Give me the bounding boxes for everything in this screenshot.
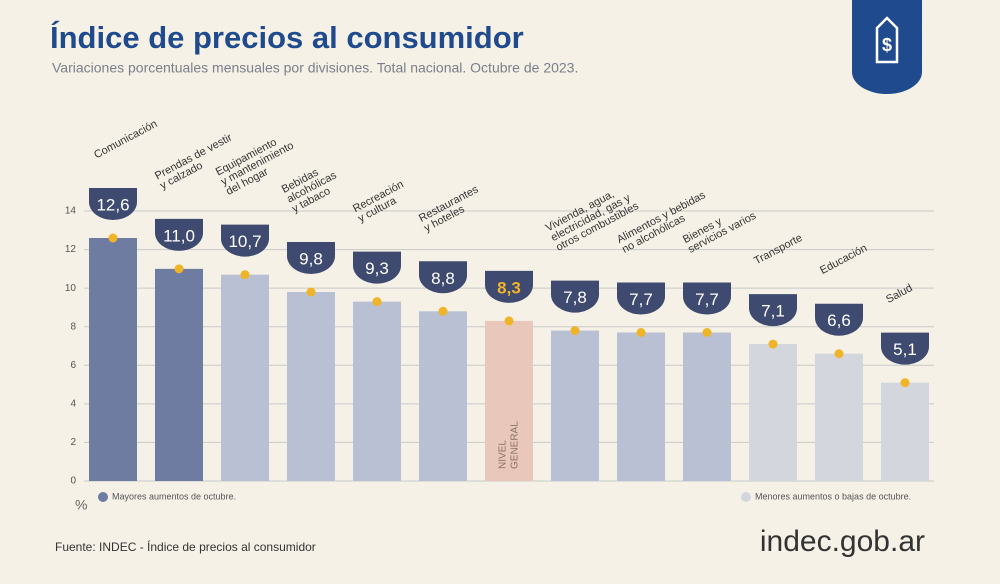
value-badge <box>89 188 137 220</box>
bar <box>683 332 731 481</box>
category-line: NIVEL <box>498 440 509 469</box>
value-label: 7,7 <box>629 290 653 309</box>
legend-label: Mayores aumentos de octubre. <box>112 491 236 501</box>
value-label: 7,1 <box>761 302 785 321</box>
value-dot <box>636 328 646 337</box>
bar <box>419 311 467 481</box>
value-dot <box>570 326 580 336</box>
value-badge <box>221 224 269 257</box>
value-dot <box>768 339 778 349</box>
value-badge <box>155 218 203 251</box>
bar <box>749 344 797 481</box>
value-label: 9,3 <box>365 259 389 278</box>
svg-text:$: $ <box>882 35 892 55</box>
y-tick-label: 8 <box>70 321 76 332</box>
bar <box>815 353 863 481</box>
category-line: GENERAL <box>510 421 521 469</box>
legend-label: Menores aumentos o bajas de octubre. <box>755 491 911 501</box>
value-dot <box>900 378 910 388</box>
category-label: Educación <box>818 242 869 277</box>
value-dot <box>240 270 250 280</box>
bar <box>353 301 401 481</box>
chart-subtitle: Variaciones porcentuales mensuales por d… <box>52 60 578 76</box>
value-badge <box>287 242 335 274</box>
bar <box>617 332 665 481</box>
bar <box>881 382 929 481</box>
value-label: 11,0 <box>163 226 195 245</box>
value-dot <box>504 316 514 326</box>
value-label: 12,6 <box>96 195 129 214</box>
y-tick-label: 0 <box>70 476 76 487</box>
value-badge <box>815 303 863 336</box>
bar <box>551 330 599 481</box>
value-label: 9,8 <box>299 249 323 268</box>
value-label: 10,7 <box>228 232 261 251</box>
category-label: NIVEL GENERAL <box>498 421 521 469</box>
value-badge <box>683 282 731 315</box>
y-tick-label: 2 <box>70 437 76 448</box>
value-dot <box>306 287 316 297</box>
value-label: 5,1 <box>893 340 917 359</box>
value-label: 7,7 <box>695 290 719 309</box>
value-badge <box>353 251 401 284</box>
value-badge <box>485 270 533 303</box>
value-dot <box>174 264 184 274</box>
y-tick-label: 4 <box>70 398 76 409</box>
value-label: 7,8 <box>563 288 587 307</box>
value-dot <box>108 233 118 243</box>
value-dot <box>438 306 448 316</box>
value-label: 8,3 <box>497 278 521 297</box>
value-dot <box>834 349 844 359</box>
bar <box>287 292 335 481</box>
bar <box>221 274 269 481</box>
badge-icon: $ <box>852 0 922 94</box>
value-label: 8,8 <box>431 269 455 288</box>
y-tick-label: 14 <box>65 206 77 217</box>
category-line: Salud <box>884 282 914 306</box>
y-tick-label: 12 <box>65 244 77 255</box>
y-tick-label: 10 <box>65 283 77 294</box>
category-line: Educación <box>818 242 869 277</box>
value-badge <box>419 261 467 294</box>
value-dot <box>372 297 382 307</box>
value-badge <box>881 332 929 365</box>
value-label: 6,6 <box>827 311 851 330</box>
bar <box>155 268 203 481</box>
y-tick-label: 6 <box>70 360 76 371</box>
legend-swatch <box>741 492 751 502</box>
bar <box>485 320 533 481</box>
logo: indec.gob.ar <box>760 525 925 558</box>
value-badge <box>749 294 797 327</box>
category-label: Salud <box>884 282 914 306</box>
value-badge <box>551 280 599 313</box>
bar <box>89 238 137 481</box>
source: Fuente: INDEC - Índice de precios al con… <box>55 539 316 554</box>
value-dot <box>702 328 712 337</box>
legend-swatch <box>98 492 108 502</box>
chart-title: Índice de precios al consumidor <box>50 20 524 55</box>
value-badge <box>617 282 665 315</box>
y-unit: % <box>75 497 87 513</box>
category-line: Comunicación <box>92 118 159 161</box>
category-label: Comunicación <box>92 118 159 161</box>
